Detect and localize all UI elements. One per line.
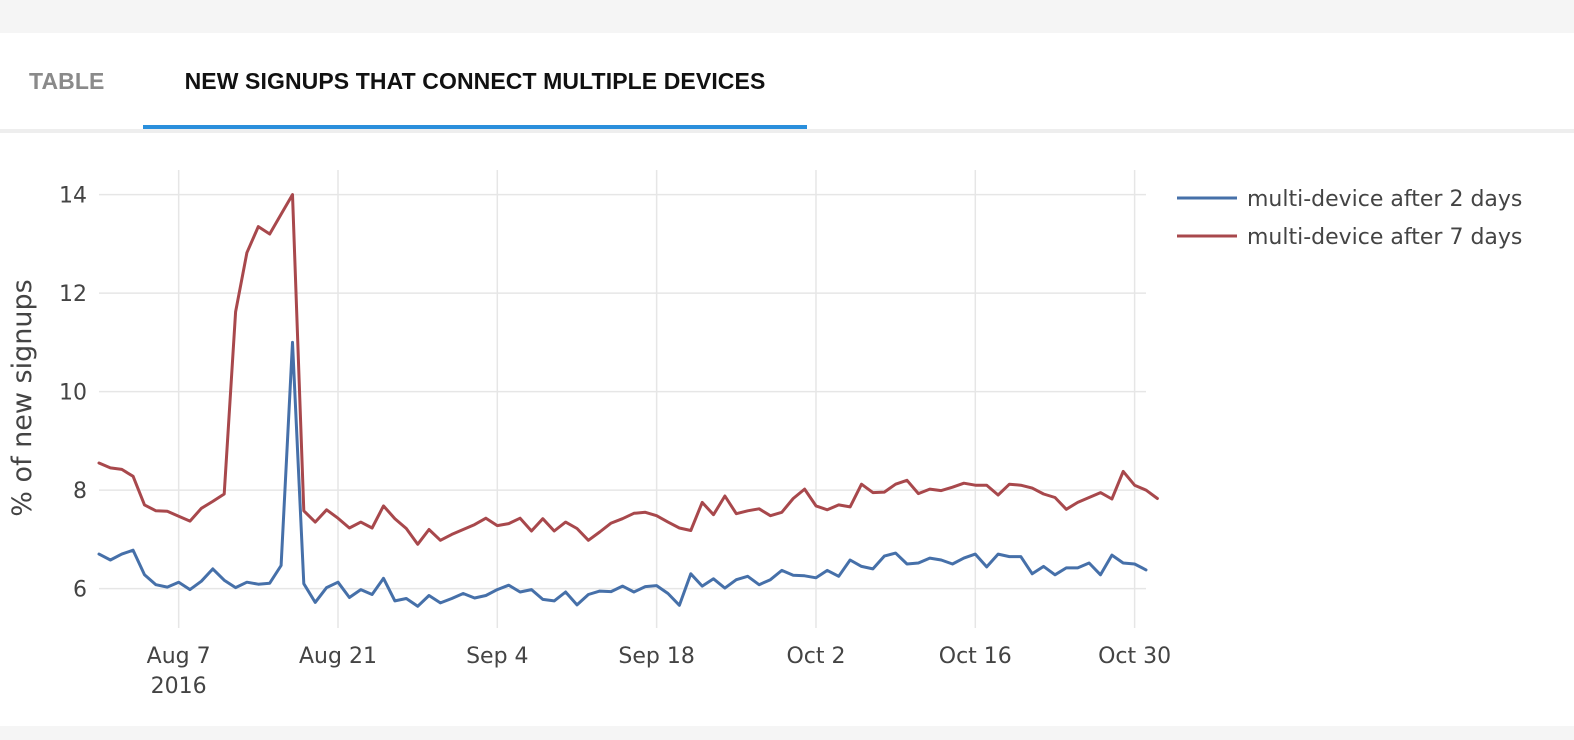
x-tick-label: Oct 2: [786, 644, 845, 669]
y-axis-label: % of new signups: [7, 279, 38, 516]
y-tick-label: 8: [73, 479, 87, 504]
legend[interactable]: multi-device after 2 days multi-device af…: [1177, 187, 1522, 250]
legend-label[interactable]: multi-device after 2 days: [1247, 187, 1522, 212]
tab-bar: TABLE NEW SIGNUPS THAT CONNECT MULTIPLE …: [0, 33, 1574, 133]
grid: [99, 170, 1146, 628]
series-line-2-days[interactable]: [97, 340, 1148, 608]
x-tick-label: Oct 30: [1098, 644, 1171, 669]
y-tick-label: 10: [59, 381, 87, 406]
series-lines: [97, 193, 1159, 608]
x-tick-label: Aug 7: [147, 644, 211, 669]
x-tick-sublabel: 2016: [151, 674, 207, 699]
x-tick-label: Sep 4: [466, 644, 528, 669]
x-tick-label: Oct 16: [939, 644, 1012, 669]
x-tick-label: Aug 21: [299, 644, 377, 669]
tab-table[interactable]: TABLE: [29, 67, 105, 94]
y-tick-label: 12: [59, 282, 87, 307]
series-line-7-days[interactable]: [97, 193, 1159, 546]
chart-panel: TABLE NEW SIGNUPS THAT CONNECT MULTIPLE …: [0, 33, 1574, 726]
y-tick-label: 6: [73, 578, 87, 603]
x-axis-ticks: Aug 7 2016 Aug 21 Sep 4 Sep 18 Oct 2 Oct 16 Oct…: [147, 644, 1171, 699]
active-tab-indicator: [143, 125, 807, 129]
legend-label[interactable]: multi-device after 7 days: [1247, 225, 1522, 250]
y-tick-label: 14: [59, 184, 87, 209]
tab-new-signups-multiple-devices[interactable]: NEW SIGNUPS THAT CONNECT MULTIPLE DEVICE…: [184, 67, 766, 94]
y-axis-ticks: 6 8 10 12 14: [59, 184, 87, 603]
x-tick-label: Sep 18: [618, 644, 694, 669]
